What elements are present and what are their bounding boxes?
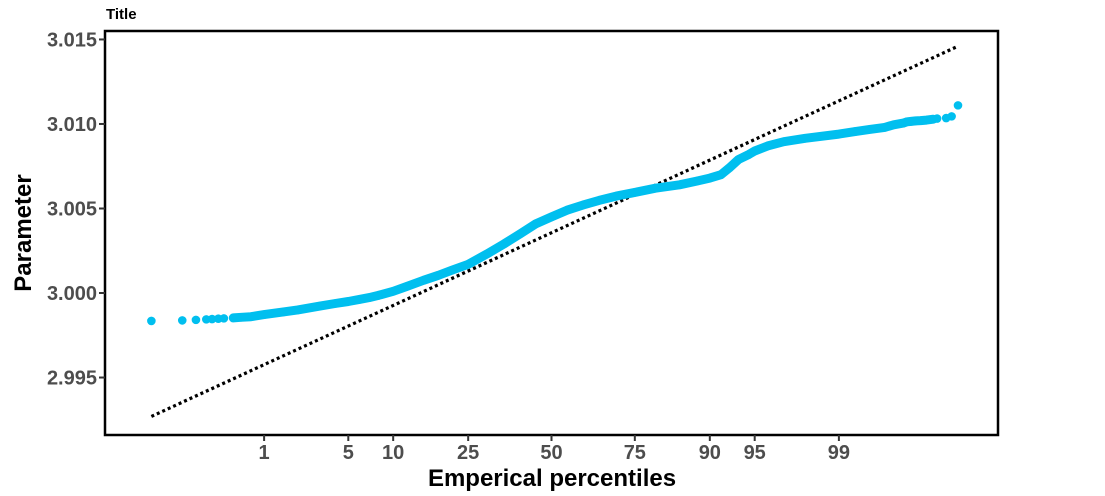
data-point [880, 123, 889, 132]
data-point [578, 200, 588, 210]
data-point [594, 196, 604, 205]
data-point [330, 299, 340, 308]
data-point [834, 129, 844, 139]
data-point-band [228, 114, 938, 323]
x-tick-label: 1 [259, 442, 270, 464]
data-point [611, 191, 621, 201]
data-point [779, 137, 789, 147]
data-point [716, 170, 726, 179]
y-axis: 2.995 3.000 3.005 3.010 3.015 [47, 29, 105, 390]
data-point [463, 259, 473, 269]
data-point [447, 265, 457, 275]
data-point [865, 125, 875, 134]
data-point [953, 101, 963, 110]
data-point [388, 287, 398, 296]
data-point [531, 219, 541, 229]
x-tick-label: 50 [540, 442, 562, 464]
data-point [482, 249, 492, 259]
data-point [147, 316, 156, 326]
data-point [651, 183, 660, 193]
data-point [547, 212, 556, 222]
y-tick-label: 3.005 [47, 198, 97, 220]
y-tick-label: 3.010 [47, 114, 97, 136]
y-tick-label: 3.000 [47, 283, 97, 305]
data-point [562, 205, 572, 215]
data-point [246, 312, 256, 321]
data-point [344, 297, 353, 306]
data-point [499, 239, 509, 249]
data-point [763, 141, 773, 151]
data-point [314, 301, 324, 311]
data-point [750, 146, 759, 156]
data-point [692, 176, 701, 186]
data-point [191, 315, 201, 325]
x-tick-label: 95 [744, 442, 766, 464]
data-point [434, 270, 443, 280]
data-point [236, 313, 246, 322]
data-point [177, 316, 187, 325]
data-point [419, 276, 428, 285]
x-tick-label: 5 [343, 442, 354, 464]
x-tick-label: 99 [828, 442, 850, 464]
plot-title: Title [106, 6, 137, 23]
data-point [947, 112, 956, 121]
data-point [850, 127, 860, 136]
y-axis-title: Parameter [10, 174, 37, 291]
data-point [219, 314, 229, 323]
data-point [705, 173, 715, 183]
x-axis-title: Emperical percentiles [428, 465, 676, 492]
data-point [355, 295, 364, 304]
reference-line-layer [150, 44, 959, 418]
data-point [725, 163, 734, 173]
x-axis: 1 5 10 25 50 75 90 95 99 [259, 435, 850, 464]
reference-line [150, 44, 959, 418]
data-point [922, 115, 931, 125]
data-point [630, 188, 640, 197]
y-tick-label: 2.995 [47, 368, 97, 390]
x-tick-label: 90 [699, 442, 721, 464]
data-point [279, 307, 288, 317]
data-point [373, 291, 383, 300]
data-point [734, 155, 743, 164]
data-point [889, 120, 899, 130]
data-point [207, 314, 217, 324]
data-point [228, 313, 238, 323]
data-point [402, 282, 411, 291]
data-point [932, 114, 942, 123]
x-tick-label: 75 [624, 442, 646, 464]
y-tick-label: 3.015 [47, 29, 97, 51]
data-point [675, 180, 684, 190]
points-layer [147, 101, 963, 326]
data-point [293, 305, 303, 315]
data-point [800, 134, 810, 143]
x-tick-label: 10 [382, 442, 404, 464]
data-point [364, 293, 374, 302]
x-tick-label: 25 [457, 442, 479, 464]
data-point [259, 310, 269, 319]
data-point [515, 229, 525, 239]
